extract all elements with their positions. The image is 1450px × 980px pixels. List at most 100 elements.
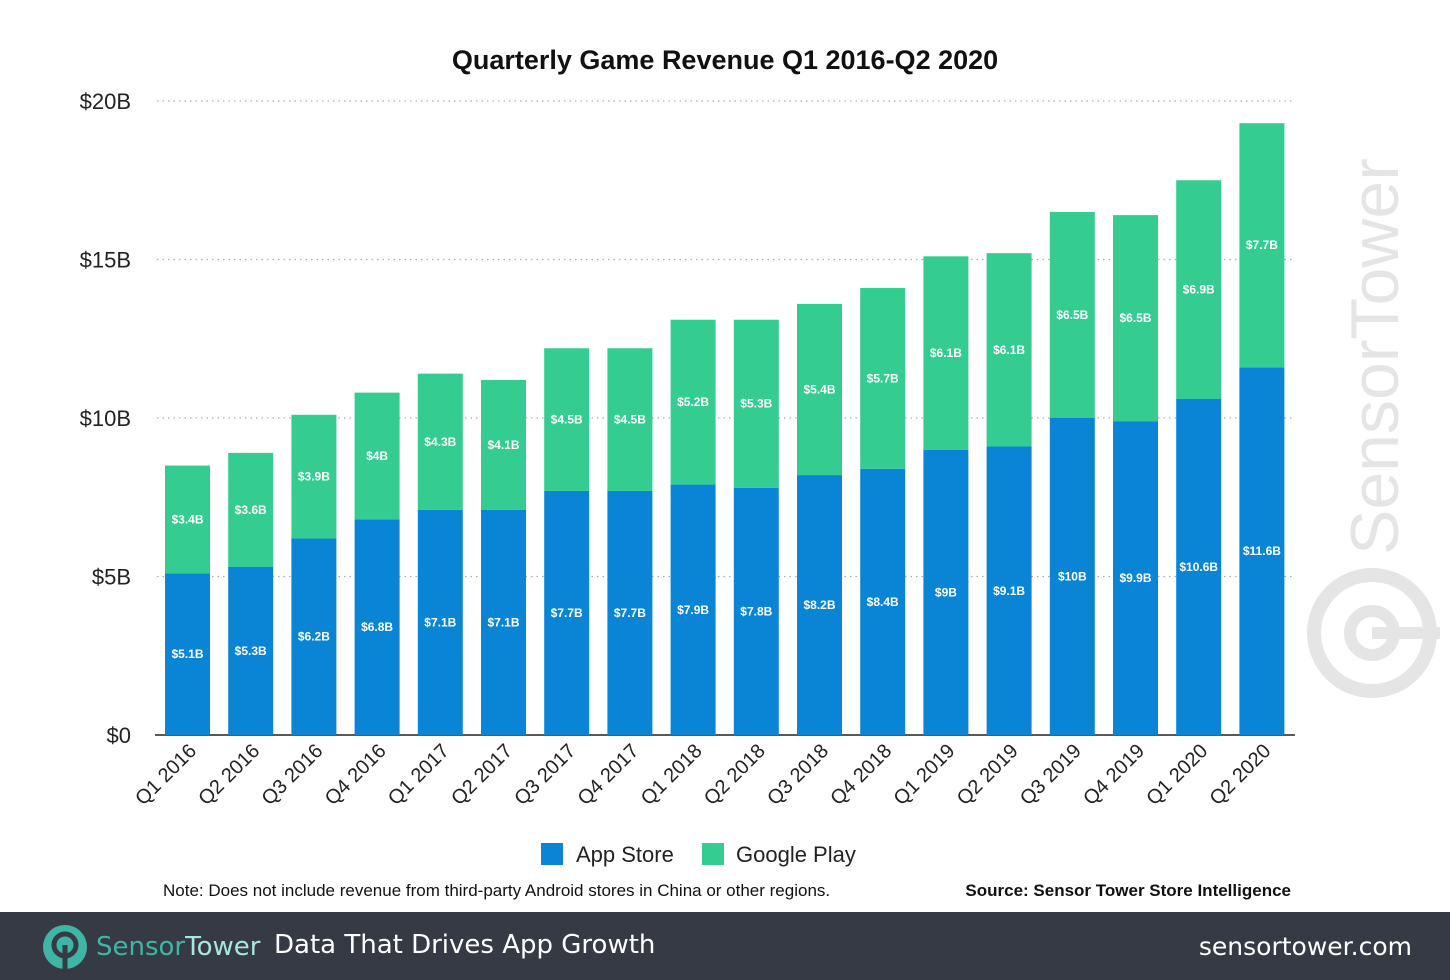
data-label: $3.6B	[235, 503, 267, 517]
watermark-text: SensorTower	[1337, 158, 1413, 555]
data-label: $7.1B	[424, 615, 456, 629]
data-label: $3.9B	[298, 470, 330, 484]
bar-app-store	[1239, 367, 1285, 735]
x-tick-label: Q4 2019	[1079, 740, 1149, 810]
x-tick-label: Q1 2017	[384, 740, 454, 810]
x-tick-label: Q3 2017	[510, 740, 580, 810]
data-label: $8.4B	[867, 595, 899, 609]
data-label: $11.6B	[1243, 544, 1281, 558]
brand-part-1: Sensor	[96, 932, 186, 962]
data-label: $3.4B	[171, 512, 203, 526]
data-label: $6.5B	[1056, 308, 1088, 322]
data-label: $7.1B	[487, 615, 519, 629]
bar-app-store	[733, 487, 779, 735]
bar-app-store	[1176, 398, 1222, 735]
bar-app-store	[1113, 421, 1158, 735]
legend-swatch-google-play	[702, 843, 724, 865]
bar-google-play	[733, 319, 779, 488]
data-label: $10B	[1058, 570, 1087, 584]
data-label: $7.7B	[1246, 238, 1278, 252]
data-label: $5.2B	[677, 395, 709, 409]
data-label: $6.9B	[1183, 283, 1215, 297]
bar-google-play	[481, 379, 526, 510]
bar-google-play	[228, 452, 274, 567]
x-tick-label: Q1 2019	[890, 740, 960, 810]
data-label: $5.3B	[235, 644, 267, 658]
x-tick-label: Q2 2020	[1206, 740, 1276, 810]
bar-google-play	[1049, 211, 1095, 418]
x-tick-label: Q1 2016	[131, 740, 201, 810]
data-label: $7.9B	[677, 603, 709, 617]
y-tick-label: $0	[107, 723, 131, 748]
bar-google-play	[797, 303, 842, 476]
sensortower-logo: SensorTower	[42, 924, 260, 970]
x-tick-label: Q1 2018	[637, 740, 707, 810]
bar-google-play	[544, 348, 590, 491]
bar-google-play	[354, 392, 400, 520]
website-link[interactable]: sensortower.com	[1198, 932, 1412, 961]
sensortower-logo-icon	[43, 925, 87, 969]
bar-google-play	[670, 319, 716, 485]
bar-app-store	[481, 509, 526, 735]
bar-google-play	[1113, 215, 1158, 422]
x-tick-label: Q4 2017	[574, 740, 644, 810]
bar-app-store	[670, 484, 716, 735]
x-tick-label: Q3 2018	[763, 740, 833, 810]
data-label: $4B	[366, 449, 388, 463]
data-label: $6.2B	[298, 630, 330, 644]
bar-google-play	[1239, 123, 1285, 368]
tagline: Data That Drives App Growth	[274, 930, 656, 960]
y-tick-label: $15B	[80, 248, 131, 273]
x-tick-label: Q1 2020	[1142, 740, 1212, 810]
bar-app-store	[607, 490, 653, 735]
data-label: $5.3B	[740, 397, 772, 411]
bar-app-store	[165, 573, 210, 735]
data-label: $7.7B	[614, 606, 646, 620]
data-label: $6.5B	[1119, 311, 1151, 325]
bar-app-store	[986, 446, 1032, 735]
data-label: $8.2B	[803, 598, 835, 612]
x-tick-label: Q2 2019	[953, 740, 1023, 810]
bar-google-play	[417, 373, 463, 510]
y-tick-label: $10B	[80, 406, 131, 431]
bar-app-store	[228, 566, 274, 735]
bar-app-store	[354, 519, 400, 735]
data-label: $9.9B	[1119, 571, 1151, 585]
data-label: $5.1B	[171, 647, 203, 661]
x-tick-label: Q4 2018	[826, 740, 896, 810]
x-tick-label: Q2 2016	[194, 740, 264, 810]
brand-part-2: Tower	[185, 932, 261, 962]
bar-app-store	[860, 468, 906, 735]
data-label: $4.3B	[424, 435, 456, 449]
y-tick-label: $20B	[80, 89, 131, 114]
legend-label-google-play: Google Play	[736, 842, 856, 867]
bar-app-store	[291, 538, 337, 735]
watermark-logo-icon	[1307, 568, 1437, 698]
data-label: $4.5B	[551, 413, 583, 427]
legend-label-app-store: App Store	[576, 842, 674, 867]
bar-app-store	[923, 449, 969, 735]
x-tick-label: Q3 2019	[1016, 740, 1086, 810]
data-label: $6.1B	[993, 343, 1025, 357]
data-label: $4.1B	[487, 438, 519, 452]
legend: App Store Google Play	[541, 842, 856, 867]
bar-google-play	[1176, 180, 1222, 399]
chart-title: Quarterly Game Revenue Q1 2016-Q2 2020	[452, 45, 998, 75]
bar-google-play	[291, 414, 337, 539]
x-tick-label: Q3 2016	[258, 740, 328, 810]
x-tick-label: Q2 2018	[700, 740, 770, 810]
x-tick-label: Q4 2016	[321, 740, 391, 810]
data-label: $6.1B	[930, 346, 962, 360]
y-tick-label: $5B	[92, 565, 131, 590]
bar-app-store	[417, 509, 463, 735]
brand-name: SensorTower	[96, 932, 260, 962]
bar-app-store	[544, 490, 590, 735]
data-label: $4.5B	[614, 413, 646, 427]
bar-google-play	[923, 256, 969, 450]
legend-swatch-app-store	[541, 843, 563, 865]
x-tick-label: Q2 2017	[447, 740, 517, 810]
footer-banner: SensorTower Data That Drives App Growth …	[0, 912, 1450, 980]
bar-app-store	[1049, 418, 1095, 735]
data-label: $10.6B	[1179, 560, 1218, 574]
bar-google-play	[860, 288, 906, 469]
